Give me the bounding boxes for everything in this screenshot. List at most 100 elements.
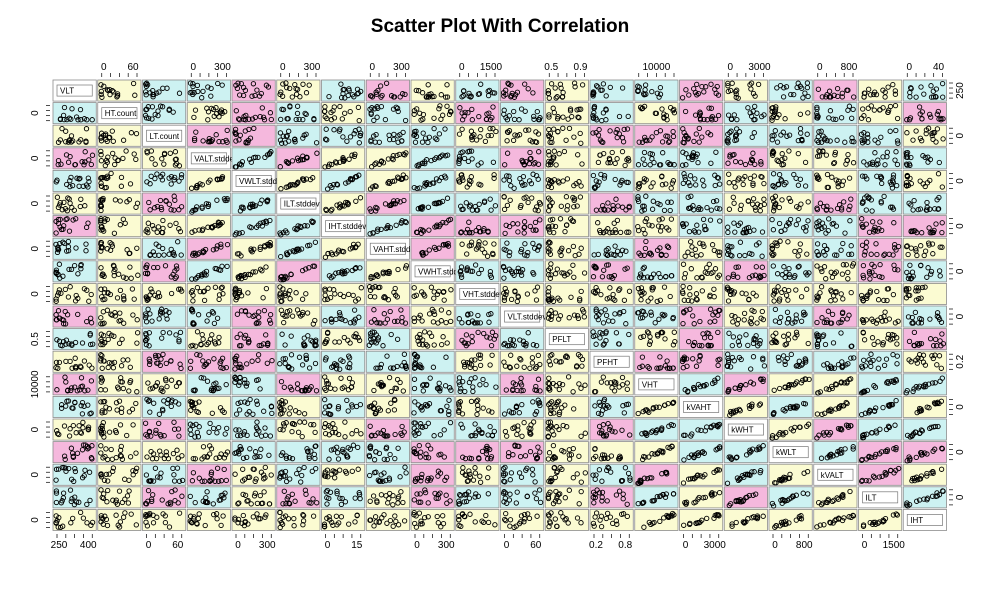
data-point: [482, 138, 489, 145]
data-point: [101, 83, 107, 89]
panel-6-8: [410, 215, 455, 238]
data-point: [63, 139, 69, 145]
data-point: [826, 88, 833, 94]
data-point: [304, 155, 310, 161]
data-point: [358, 88, 364, 95]
data-point: [657, 84, 664, 91]
data-point: [368, 138, 374, 145]
data-point: [357, 133, 363, 139]
panel-1-2: [142, 102, 187, 125]
data-point: [600, 110, 607, 116]
data-point: [490, 125, 496, 132]
data-point: [567, 108, 574, 114]
panel-background: [634, 192, 679, 215]
data-point: [337, 103, 343, 110]
data-point: [57, 116, 64, 123]
panel-3-6: [321, 147, 366, 170]
data-point: [686, 92, 692, 98]
data-point: [369, 94, 376, 100]
data-point: [709, 113, 715, 120]
panel-11-13: [634, 328, 679, 351]
data-point: [98, 88, 104, 95]
data-point: [161, 161, 167, 167]
panel-13-8: [410, 373, 455, 396]
data-point: [132, 92, 138, 98]
data-point: [535, 131, 542, 137]
data-point: [302, 110, 308, 117]
data-point: [485, 132, 491, 139]
data-point: [872, 137, 878, 143]
panel-8-2: [142, 260, 187, 283]
data-point: [875, 140, 881, 146]
panel-6-9: [455, 215, 500, 238]
panel-3-5: [276, 147, 321, 170]
data-point: [868, 92, 874, 98]
panel-10-0: [52, 305, 97, 328]
data-point: [728, 87, 734, 94]
data-point: [861, 113, 867, 119]
panel-4-19: [902, 169, 947, 192]
data-point: [326, 93, 332, 100]
data-point: [733, 91, 739, 97]
data-point: [701, 116, 707, 123]
data-point: [893, 127, 899, 134]
data-point: [534, 108, 540, 115]
data-point: [279, 140, 285, 146]
data-point: [442, 126, 448, 132]
data-point: [142, 89, 149, 95]
panel-7-15: [723, 237, 768, 260]
data-point: [152, 161, 158, 167]
data-point: [155, 112, 161, 119]
data-point: [150, 87, 156, 94]
data-point: [910, 137, 916, 143]
panel-10-10: VLT.stddev: [500, 305, 546, 328]
data-point: [745, 105, 751, 111]
data-point: [150, 94, 156, 100]
panel-12-15: [723, 350, 768, 373]
data-point: [845, 87, 851, 93]
panel-6-15: [723, 215, 768, 238]
panel-6-7: [365, 215, 410, 238]
data-point: [352, 128, 359, 134]
data-point: [750, 90, 757, 97]
data-point: [66, 115, 72, 121]
panel-4-16: [768, 169, 813, 192]
data-point: [294, 110, 301, 117]
data-point: [647, 137, 653, 143]
data-point: [490, 104, 496, 110]
data-point: [493, 128, 499, 135]
data-point: [659, 139, 666, 145]
data-point: [699, 134, 705, 140]
data-point: [233, 131, 239, 137]
panel-11-10: [500, 328, 545, 351]
data-point: [268, 116, 274, 123]
panel-7-11: [544, 237, 589, 260]
data-point: [815, 113, 821, 120]
data-point: [750, 108, 756, 114]
data-point: [797, 111, 804, 117]
panel-5-19: [902, 192, 947, 215]
data-point: [442, 153, 449, 159]
data-point: [486, 110, 492, 116]
data-point: [293, 86, 299, 92]
data-point: [102, 162, 108, 169]
data-point: [616, 131, 622, 137]
data-point: [531, 113, 537, 120]
panel-0-11: [544, 79, 589, 102]
data-point: [284, 159, 291, 166]
data-point: [506, 128, 513, 134]
variable-label: VLT: [60, 87, 74, 96]
data-point: [621, 126, 627, 133]
panel-7-3: [186, 237, 231, 260]
data-point: [402, 152, 408, 158]
data-point: [708, 105, 715, 111]
panel-1-3: [186, 102, 231, 125]
data-point: [249, 116, 256, 122]
panel-9-10: [500, 282, 545, 305]
data-point: [235, 116, 242, 122]
panel-8-10: [500, 260, 545, 283]
panel-12-17: [813, 350, 858, 373]
panel-background: [321, 305, 366, 328]
panel-9-7: [365, 282, 410, 305]
panel-0-2: [142, 79, 187, 102]
